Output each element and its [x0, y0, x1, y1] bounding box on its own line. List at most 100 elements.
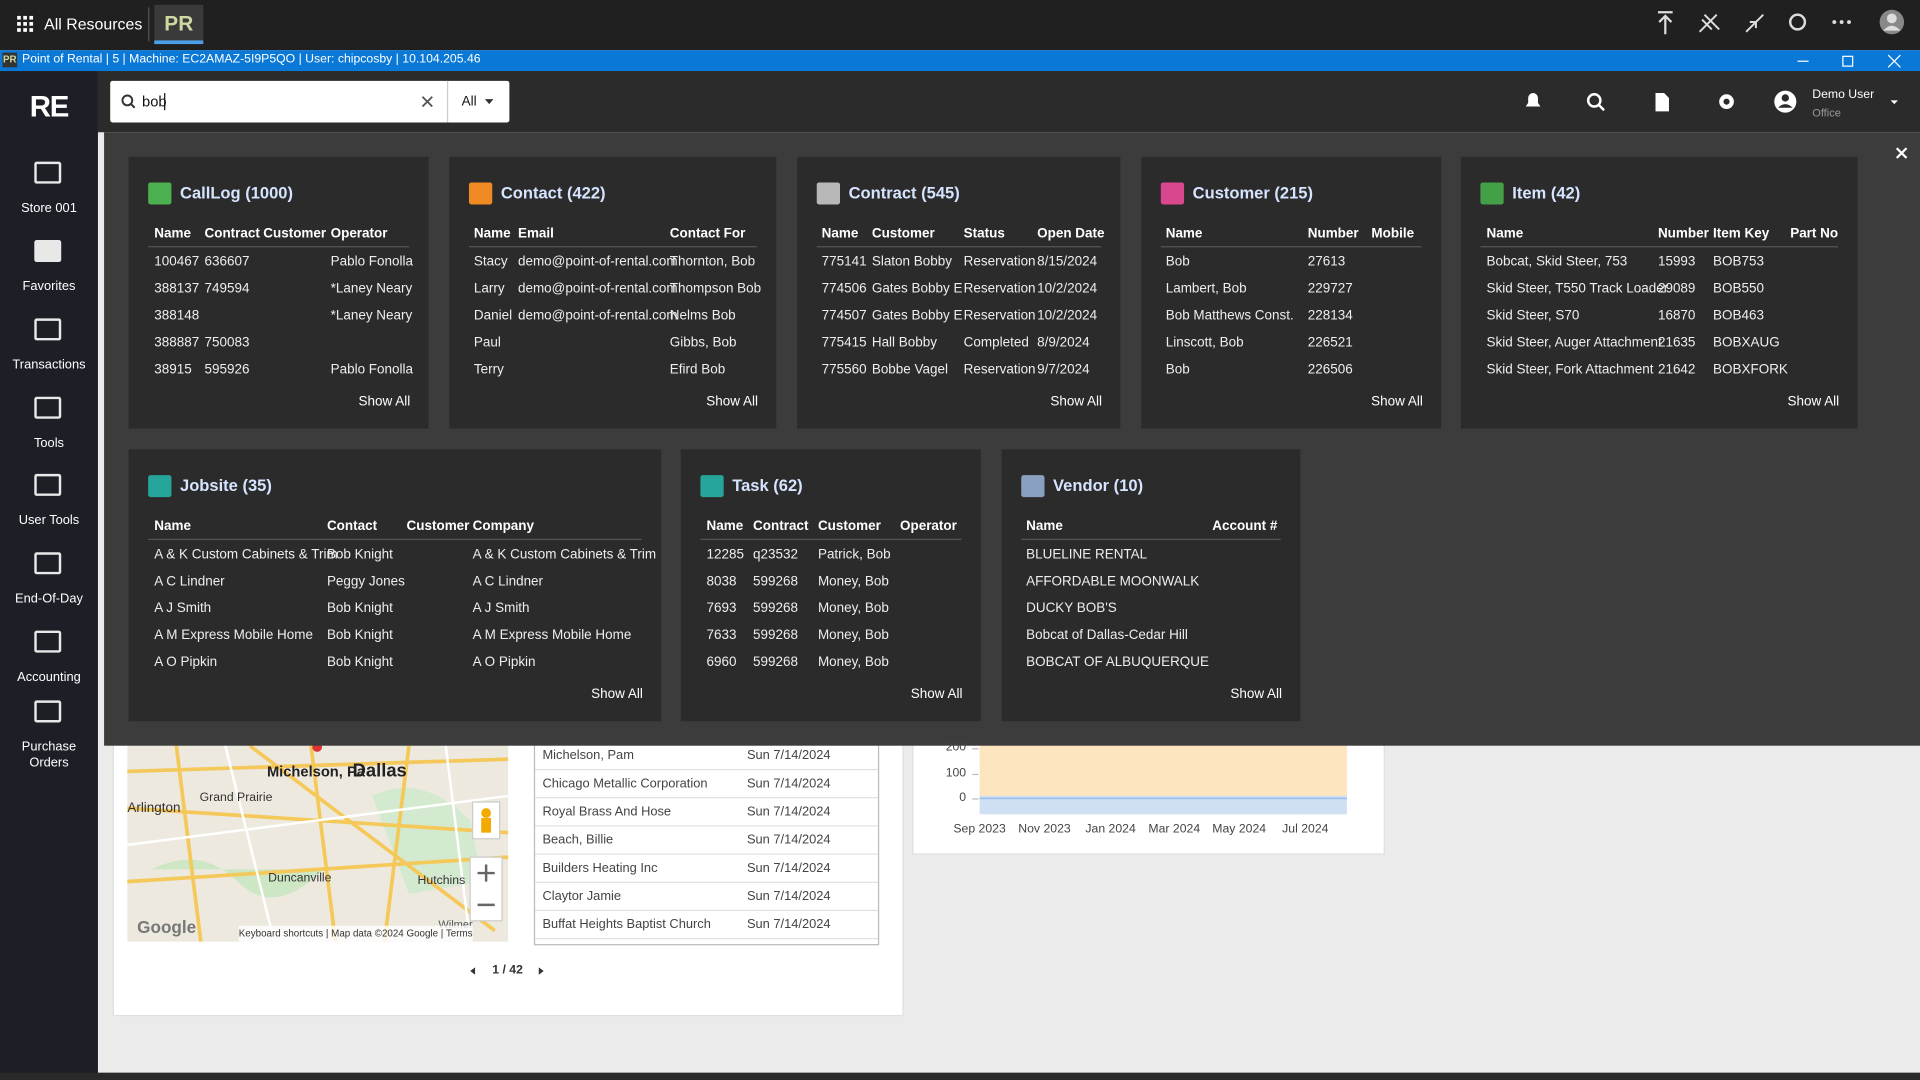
- cell[interactable]: A M Express Mobile Home: [154, 628, 313, 643]
- more-icon[interactable]: [1832, 20, 1851, 24]
- cell[interactable]: 7633: [706, 628, 737, 643]
- restore[interactable]: [1842, 55, 1854, 67]
- sidebar-icon[interactable]: [34, 552, 62, 575]
- documents-icon[interactable]: [1655, 93, 1669, 112]
- show-all[interactable]: Show All: [706, 394, 758, 409]
- cell[interactable]: 775415: [821, 335, 867, 351]
- sidebar-item[interactable]: Tools: [33, 435, 64, 451]
- cell[interactable]: Larry: [473, 281, 505, 297]
- cell[interactable]: A J Smith: [154, 601, 212, 616]
- show-all[interactable]: Show All: [1371, 394, 1423, 409]
- show-all[interactable]: Show All: [1050, 394, 1103, 409]
- cell[interactable]: 388887: [154, 335, 200, 351]
- sidebar-item[interactable]: End-Of-Day: [15, 591, 83, 607]
- cell[interactable]: Lambert, Bob: [1165, 281, 1247, 297]
- close-results[interactable]: [1895, 147, 1908, 159]
- cell[interactable]: Skid Steer, T550 Track Loader: [1486, 281, 1669, 297]
- show-all[interactable]: Show All: [591, 686, 643, 702]
- sidebar-icon[interactable]: [34, 161, 62, 184]
- cell[interactable]: BLUELINE RENTAL: [1026, 547, 1148, 563]
- sidebar-icon[interactable]: [34, 396, 62, 419]
- show-all[interactable]: Show All: [1230, 686, 1283, 702]
- page-next[interactable]: [538, 967, 544, 975]
- cell[interactable]: Linscott, Bob: [1165, 335, 1244, 351]
- apps-icon[interactable]: [17, 15, 34, 32]
- cell[interactable]: BOBCAT OF ALBUQUERQUE: [1026, 655, 1210, 670]
- cell[interactable]: 774506: [821, 281, 867, 297]
- sidebar-item[interactable]: Store 001: [21, 200, 77, 216]
- sidebar-item[interactable]: Accounting: [17, 669, 81, 685]
- settings-icon[interactable]: [1788, 13, 1807, 31]
- cell[interactable]: 388137: [154, 281, 200, 297]
- cell[interactable]: DUCKY BOB'S: [1026, 601, 1117, 616]
- cell[interactable]: 8038: [706, 574, 737, 589]
- cell[interactable]: A O Pipkin: [154, 655, 218, 670]
- cell[interactable]: Skid Steer, S70: [1486, 308, 1580, 324]
- list-name[interactable]: Buffat Heights Baptist Church: [542, 917, 711, 932]
- sidebar-icon[interactable]: [34, 318, 62, 341]
- app-menu[interactable]: All Resources: [44, 14, 143, 34]
- list-name[interactable]: Builders Heating Inc: [542, 860, 658, 876]
- cell[interactable]: Skid Steer, Auger Attachment: [1486, 335, 1662, 351]
- user-menu-caret[interactable]: [1890, 100, 1898, 105]
- search-input[interactable]: bob: [142, 93, 167, 111]
- cell[interactable]: Bob: [1165, 254, 1190, 270]
- page-prev[interactable]: [470, 967, 476, 975]
- cell[interactable]: 12285: [706, 547, 744, 563]
- cell[interactable]: 100467: [154, 254, 200, 270]
- sidebar-item[interactable]: Favorites: [22, 279, 76, 294]
- list-name[interactable]: Chicago Metallic Corporation: [542, 776, 708, 792]
- sidebar-icon[interactable]: [34, 240, 62, 263]
- cell[interactable]: 6960: [706, 655, 737, 670]
- close[interactable]: [1887, 54, 1901, 68]
- card-title[interactable]: Contact (422): [500, 183, 606, 203]
- cell[interactable]: AFFORDABLE MOONWALK: [1026, 574, 1200, 589]
- cell[interactable]: 775141: [821, 254, 867, 270]
- cell[interactable]: Skid Steer, Fork Attachment: [1486, 362, 1654, 378]
- global-search-icon[interactable]: [1586, 93, 1605, 112]
- cell[interactable]: Bobcat of Dallas-Cedar Hill: [1026, 628, 1188, 643]
- user-avatar[interactable]: [1774, 90, 1797, 113]
- list-name[interactable]: Claytor Jamie: [542, 888, 622, 904]
- settings-icon[interactable]: [1719, 94, 1734, 109]
- sidebar-icon[interactable]: [34, 630, 62, 653]
- cell[interactable]: Terry: [473, 362, 504, 378]
- cell[interactable]: Bobcat, Skid Steer, 753: [1486, 254, 1628, 270]
- app-tab[interactable]: PR: [154, 4, 204, 45]
- cell[interactable]: Bob Matthews Const.: [1165, 308, 1294, 324]
- cell[interactable]: Bob: [1165, 362, 1190, 378]
- sidebar-item[interactable]: Transactions: [12, 357, 86, 373]
- sidebar-icon[interactable]: [34, 473, 62, 496]
- list-name[interactable]: Royal Brass And Hose: [542, 804, 672, 820]
- sidebar-item[interactable]: Purchase Orders: [21, 739, 77, 771]
- list-name[interactable]: Beach, Billie: [542, 832, 614, 848]
- cell[interactable]: A C Lindner: [154, 574, 225, 589]
- cell[interactable]: 38915: [154, 362, 192, 378]
- cell[interactable]: 7693: [706, 601, 737, 616]
- show-all[interactable]: Show All: [358, 394, 411, 409]
- cell[interactable]: Daniel: [473, 308, 513, 324]
- card-title[interactable]: Vendor (10): [1053, 476, 1144, 495]
- cell[interactable]: A & K Custom Cabinets & Trim: [154, 547, 338, 563]
- card-title[interactable]: CallLog (1000): [180, 183, 293, 203]
- cell[interactable]: 388148: [154, 308, 200, 324]
- sidebar-item[interactable]: User Tools: [18, 513, 80, 528]
- cell[interactable]: 775560: [821, 362, 867, 378]
- card-title[interactable]: Item (42): [1512, 183, 1581, 203]
- show-all[interactable]: Show All: [910, 686, 963, 702]
- search-box[interactable]: [110, 80, 510, 123]
- card-title[interactable]: Contract (545): [848, 183, 960, 203]
- collapse-icon[interactable]: [1745, 14, 1764, 33]
- list-name[interactable]: Michelson, Pam: [542, 748, 634, 763]
- search-filter[interactable]: All: [461, 94, 477, 109]
- card-title[interactable]: Task (62): [732, 476, 803, 495]
- show-all[interactable]: Show All: [1787, 394, 1840, 409]
- card-title[interactable]: Jobsite (35): [180, 476, 272, 495]
- clear-search[interactable]: [421, 96, 433, 108]
- upload-icon[interactable]: [1657, 11, 1673, 35]
- sidebar-icon[interactable]: [34, 700, 62, 723]
- cell[interactable]: Stacy: [473, 254, 508, 270]
- card-title[interactable]: Customer (215): [1192, 183, 1313, 203]
- cell[interactable]: 774507: [821, 308, 867, 324]
- cell[interactable]: Paul: [473, 335, 501, 351]
